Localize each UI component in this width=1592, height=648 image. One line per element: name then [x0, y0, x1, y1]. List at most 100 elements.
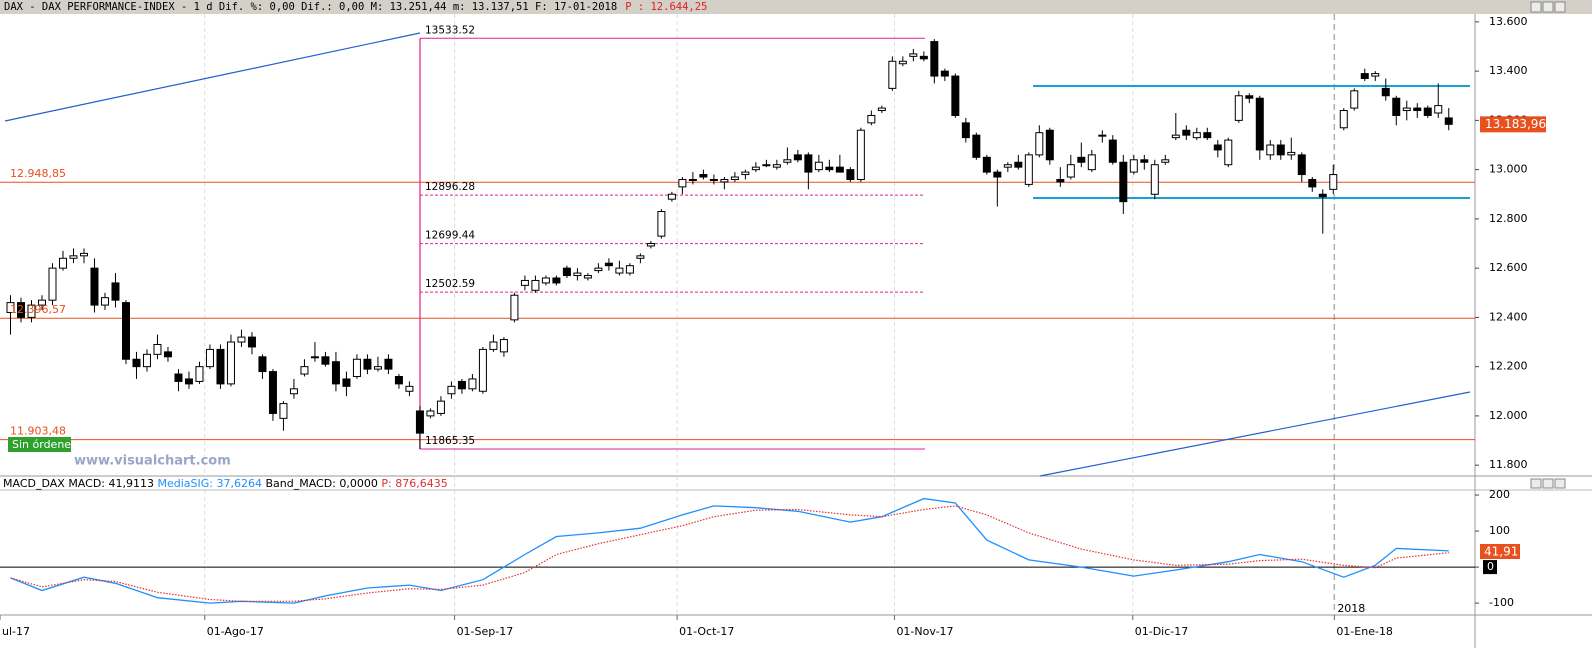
value-tag-label: 41,91 — [1484, 544, 1518, 558]
candle-body — [1329, 174, 1338, 190]
y-tick-label: 12.400 — [1489, 310, 1528, 323]
header-text: DAX - DAX PERFORMANCE-INDEX - 1 d Dif. %… — [4, 1, 617, 13]
button[interactable] — [1554, 478, 1566, 489]
candle-body — [930, 41, 939, 77]
candle-body — [258, 356, 267, 373]
candle-body — [79, 252, 88, 257]
candle-body — [909, 53, 918, 57]
candle-body — [972, 134, 981, 158]
legend-entry: Band_MACD: 0,0000 — [265, 477, 377, 490]
candle-body — [1077, 156, 1086, 163]
candle-body — [604, 262, 613, 267]
candle-body — [688, 178, 697, 181]
candle-body — [1318, 193, 1327, 198]
y-tick-label: 13.000 — [1489, 163, 1528, 176]
candle-body — [153, 343, 162, 355]
trend-line — [1039, 391, 1471, 477]
candle-body — [1161, 159, 1170, 163]
candle-body — [415, 410, 424, 434]
candle-body — [58, 257, 67, 269]
y-tick-label: 11.800 — [1489, 458, 1528, 471]
candle-body — [678, 178, 687, 188]
candle-body — [1444, 117, 1453, 125]
candle-body — [919, 55, 928, 60]
candle-body — [1434, 105, 1443, 114]
candle-body — [69, 255, 78, 259]
candle-body — [111, 282, 120, 301]
candle-body — [1140, 159, 1149, 163]
legend-entry: P: 876,6435 — [381, 477, 447, 490]
candle-body — [804, 154, 813, 173]
level-label: 12.948,85 — [10, 167, 66, 180]
candle-body — [205, 348, 214, 368]
x-tick-label: 01-Nov-17 — [896, 625, 953, 638]
candle-body — [1129, 159, 1138, 173]
candle-body — [888, 60, 897, 89]
candle-body — [405, 385, 414, 392]
candle-body — [37, 299, 46, 306]
candle-body — [1350, 90, 1359, 109]
candle-body — [457, 380, 466, 390]
candle-body — [762, 164, 771, 167]
candle-body — [184, 378, 193, 385]
candle-body — [625, 265, 634, 274]
button[interactable] — [1554, 1, 1566, 13]
candle-body — [867, 114, 876, 124]
legend-entry: MACD_DAX — [3, 477, 65, 490]
candle-body — [699, 174, 708, 178]
candle-body — [1171, 134, 1180, 139]
zero-tag — [1483, 560, 1497, 575]
candle-body — [342, 378, 351, 387]
candle-body — [583, 275, 592, 279]
button[interactable] — [1542, 1, 1554, 13]
header-price: P : 12.644,25 — [625, 1, 707, 13]
marks — [6, 39, 1453, 604]
candle-body — [352, 358, 361, 377]
candle-body — [510, 294, 519, 321]
candle-body — [468, 378, 477, 390]
candle-body — [1297, 154, 1306, 176]
candle-body — [142, 353, 151, 368]
header-bar — [0, 0, 1592, 14]
button[interactable] — [1530, 1, 1542, 13]
candle-body — [1087, 154, 1096, 171]
candle-body — [48, 267, 57, 301]
candle-body — [772, 164, 781, 168]
candle-body — [667, 193, 676, 200]
indicator-legend: MACD_DAX MACD: 41,9113 MediaSIG: 37,6264… — [3, 477, 448, 490]
candle-body — [751, 166, 760, 171]
candle-body — [1224, 139, 1233, 166]
y-tick-label: 0 — [1487, 560, 1494, 573]
y-tick-label: 13.400 — [1489, 64, 1528, 77]
trend-line — [4, 32, 421, 122]
candle-body — [478, 348, 487, 392]
candle-body — [709, 178, 718, 181]
candle-body — [247, 336, 256, 348]
x-tick-label: ul-17 — [2, 625, 30, 638]
candle-body — [1339, 110, 1348, 129]
candle-body — [310, 356, 319, 359]
candle-body — [1402, 107, 1411, 112]
indicator-line — [10, 505, 1449, 602]
candle-body — [993, 171, 1002, 178]
candle-body — [90, 267, 99, 306]
status-box — [8, 437, 71, 452]
candle-body — [520, 279, 529, 286]
candle-body — [216, 348, 225, 385]
candle-body — [846, 169, 855, 180]
y-tick-label: -100 — [1489, 596, 1514, 609]
candle-body — [1108, 139, 1117, 163]
candle-body — [531, 279, 540, 291]
button[interactable] — [1542, 478, 1554, 489]
candle-body — [447, 385, 456, 395]
price-tag — [1480, 116, 1546, 133]
legend-entry: MediaSIG: 37,6264 — [157, 477, 261, 490]
candle-body — [321, 356, 330, 365]
button[interactable] — [1530, 478, 1542, 489]
candle-body — [615, 267, 624, 274]
fib-label: 12502.59 — [425, 278, 475, 290]
candle-body — [1203, 132, 1212, 139]
candle-body — [195, 366, 204, 382]
candle-body — [982, 156, 991, 173]
candle-body — [499, 339, 508, 353]
